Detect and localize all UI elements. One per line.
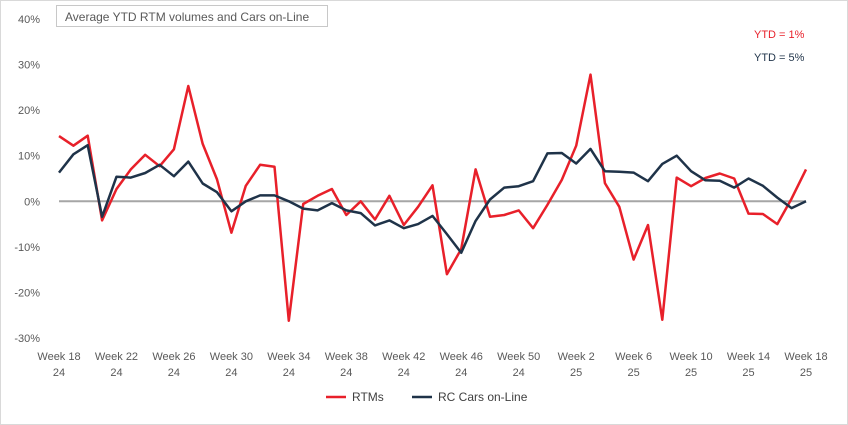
x-tick-label: Week 18 <box>37 351 80 363</box>
y-tick-label: 10% <box>18 151 40 163</box>
x-tick-label: Week 38 <box>325 351 368 363</box>
x-tick-label: 24 <box>168 367 180 379</box>
y-tick-label: 20% <box>18 105 40 117</box>
x-tick-label: 24 <box>283 367 295 379</box>
y-tick-label: -10% <box>14 242 40 254</box>
x-tick-label: 24 <box>53 367 65 379</box>
x-tick-label: 25 <box>685 367 697 379</box>
x-tick-label: 24 <box>513 367 525 379</box>
y-axis: 40% 30% 20% 10% 0% -10% -20% -30% <box>14 14 40 345</box>
x-tick-label: Week 2 <box>558 351 595 363</box>
y-tick-label: 0% <box>24 196 40 208</box>
x-tick-label: Week 34 <box>267 351 310 363</box>
x-tick-label: Week 10 <box>669 351 712 363</box>
x-tick-label: Week 22 <box>95 351 138 363</box>
x-tick-label: 25 <box>570 367 582 379</box>
series-group <box>58 73 808 322</box>
x-axis: Week 18 24 Week 22 24 Week 26 24 Week 30 24 Week… <box>37 351 827 379</box>
y-tick-label: -30% <box>14 333 40 345</box>
chart-title: Average YTD RTM volumes and Cars on-Line <box>56 5 328 27</box>
y-tick-label: -20% <box>14 287 40 299</box>
ytd-rtm-annotation: YTD = 1% <box>754 29 805 41</box>
y-tick-label: 30% <box>18 60 40 72</box>
legend-label-rtms: RTMs <box>352 390 384 404</box>
x-tick-label: 25 <box>742 367 754 379</box>
y-tick-label: 40% <box>18 14 40 26</box>
x-tick-label: 25 <box>800 367 812 379</box>
x-tick-label: Week 46 <box>440 351 483 363</box>
x-tick-label: 25 <box>627 367 639 379</box>
x-tick-label: 24 <box>340 367 352 379</box>
x-tick-label: Week 14 <box>727 351 770 363</box>
x-tick-label: Week 50 <box>497 351 540 363</box>
x-tick-label: 24 <box>110 367 122 379</box>
series-line-rtms <box>58 73 808 322</box>
ytd-cars-annotation: YTD = 5% <box>754 52 805 64</box>
x-tick-label: 24 <box>455 367 467 379</box>
series-line-cars-on-line <box>58 143 807 255</box>
legend-label-cars: RC Cars on-Line <box>438 390 528 404</box>
x-tick-label: Week 6 <box>615 351 652 363</box>
x-tick-label: Week 30 <box>210 351 253 363</box>
x-tick-label: 24 <box>398 367 410 379</box>
x-tick-label: Week 42 <box>382 351 425 363</box>
legend: RTMs RC Cars on-Line <box>326 390 528 404</box>
x-tick-label: 24 <box>225 367 237 379</box>
x-tick-label: Week 18 <box>784 351 827 363</box>
x-tick-label: Week 26 <box>152 351 195 363</box>
